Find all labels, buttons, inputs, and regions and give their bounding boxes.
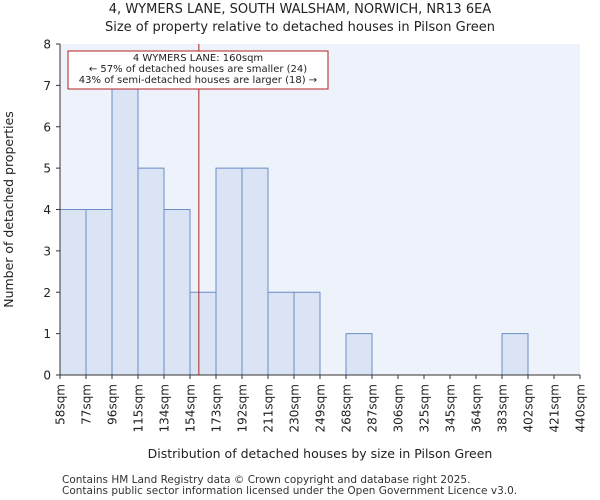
x-tick-label: 306sqm	[392, 384, 406, 432]
bar-268sqm	[345, 333, 373, 376]
annotation-frame	[67, 50, 329, 90]
x-tick-label: 58sqm	[54, 384, 68, 425]
x-tick-label: 77sqm	[80, 384, 94, 425]
annotation-box: 4 WYMERS LANE: 160sqm ← 57% of detached …	[67, 50, 329, 90]
bar-134sqm	[163, 209, 191, 376]
bar-383sqm	[501, 333, 529, 376]
x-tick-label: 345sqm	[444, 384, 458, 432]
bar-96sqm	[111, 84, 139, 376]
x-tick-label: 173sqm	[210, 384, 224, 432]
bar-173sqm	[215, 167, 243, 376]
annotation-larger: 43% of semi-detached houses are larger (…	[79, 75, 317, 86]
x-tick-label: 383sqm	[496, 384, 510, 432]
chart-subtitle: Size of property relative to detached ho…	[104, 20, 496, 35]
footer-copyright: Contains HM Land Registry data © Crown c…	[62, 474, 471, 486]
x-tick-label: 287sqm	[366, 384, 380, 432]
bars-group	[59, 84, 529, 376]
annotation-label: 4 WYMERS LANE: 160sqm	[133, 53, 263, 64]
y-tick-label: 7	[43, 79, 51, 93]
bar-211sqm	[267, 291, 295, 376]
bar-230sqm	[293, 291, 321, 376]
y-tick-label: 6	[43, 120, 51, 134]
x-tick-label: 192sqm	[236, 384, 250, 432]
x-axis-label: Distribution of detached houses by size …	[148, 446, 493, 461]
y-tick-label: 4	[43, 203, 51, 217]
y-axis: 0 1 2 3 4 5 6 7 8	[43, 38, 61, 383]
annotation-smaller: ← 57% of detached houses are smaller (24…	[89, 64, 307, 75]
y-tick-label: 0	[43, 369, 51, 383]
chart-title: 4, WYMERS LANE, SOUTH WALSHAM, NORWICH, …	[108, 2, 492, 17]
x-tick-label: 230sqm	[288, 384, 302, 432]
y-tick-label: 5	[43, 162, 51, 176]
x-tick-label: 115sqm	[132, 384, 146, 432]
x-tick-label: 440sqm	[574, 384, 588, 432]
bar-77sqm	[85, 209, 113, 376]
footer-licence: Contains public sector information licen…	[62, 485, 518, 497]
y-tick-label: 3	[43, 244, 51, 258]
x-tick-label: 249sqm	[314, 384, 328, 432]
bar-58sqm	[59, 209, 87, 376]
bar-115sqm	[137, 167, 165, 376]
x-tick-label: 402sqm	[522, 384, 536, 432]
x-tick-label: 364sqm	[470, 384, 484, 432]
y-tick-label: 8	[43, 38, 51, 52]
y-tick-label: 1	[43, 327, 51, 341]
x-tick-label: 211sqm	[262, 384, 276, 432]
x-tick-label: 268sqm	[340, 384, 354, 432]
x-tick-label: 421sqm	[548, 384, 562, 432]
y-axis-label: Number of detached properties	[1, 111, 16, 308]
x-axis: 58sqm 77sqm 96sqm 115sqm 134sqm 154sqm 173sqm 1…	[54, 374, 588, 432]
x-tick-label: 96sqm	[106, 384, 120, 425]
y-tick-label: 2	[43, 286, 51, 300]
x-tick-label: 325sqm	[418, 384, 432, 432]
bar-192sqm	[241, 167, 269, 376]
bar-chart: 0 1 2 3 4 5 6 7 8 58sqm 77sqm 96sqm 115sqm 134sqm 154…	[1, 38, 588, 462]
x-tick-label: 154sqm	[184, 384, 198, 432]
bar-154sqm	[189, 291, 217, 376]
x-tick-label: 134sqm	[158, 384, 172, 432]
